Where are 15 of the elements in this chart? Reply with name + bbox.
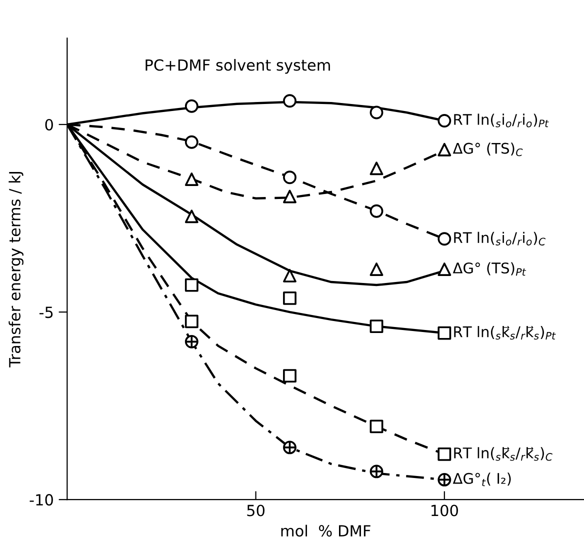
x-tick-label: 50 — [247, 504, 264, 516]
series-label: ΔG°$_{t}$( I₂) — [452, 472, 511, 486]
text: RT ln($_{s}$i$_{o}$/$_{r}$i$_{o}$)$_{C}$ — [454, 232, 546, 246]
y-tick-label: 0 — [45, 118, 53, 131]
y-axis-title: Transfer energy terms / kJ — [8, 172, 24, 368]
text: RT ln($_{s}$i$_{o}$/$_{r}$i$_{o}$)$_{Pt}$ — [454, 114, 549, 128]
y-tick-label: -5 — [39, 306, 53, 318]
x-axis-title: mol % DMF — [281, 524, 370, 537]
x-tick-label: 100 — [432, 504, 458, 516]
series-label: ΔG° (TS)$_{C}$ — [452, 142, 523, 156]
text: RT ln($_{s}$k⃗$_{s}$/$_{r}$k⃗$_{s}$)$_{C}$ — [454, 447, 552, 461]
y-tick-label: -10 — [30, 494, 53, 506]
series-label: ΔG° (TS)$_{Pt}$ — [452, 262, 526, 276]
text: PC+DMF solvent system — [146, 58, 330, 74]
text: RT ln($_{s}$k⃗$_{s}$/$_{r}$k⃗$_{s}$)$_{Pt}$ — [454, 326, 556, 340]
